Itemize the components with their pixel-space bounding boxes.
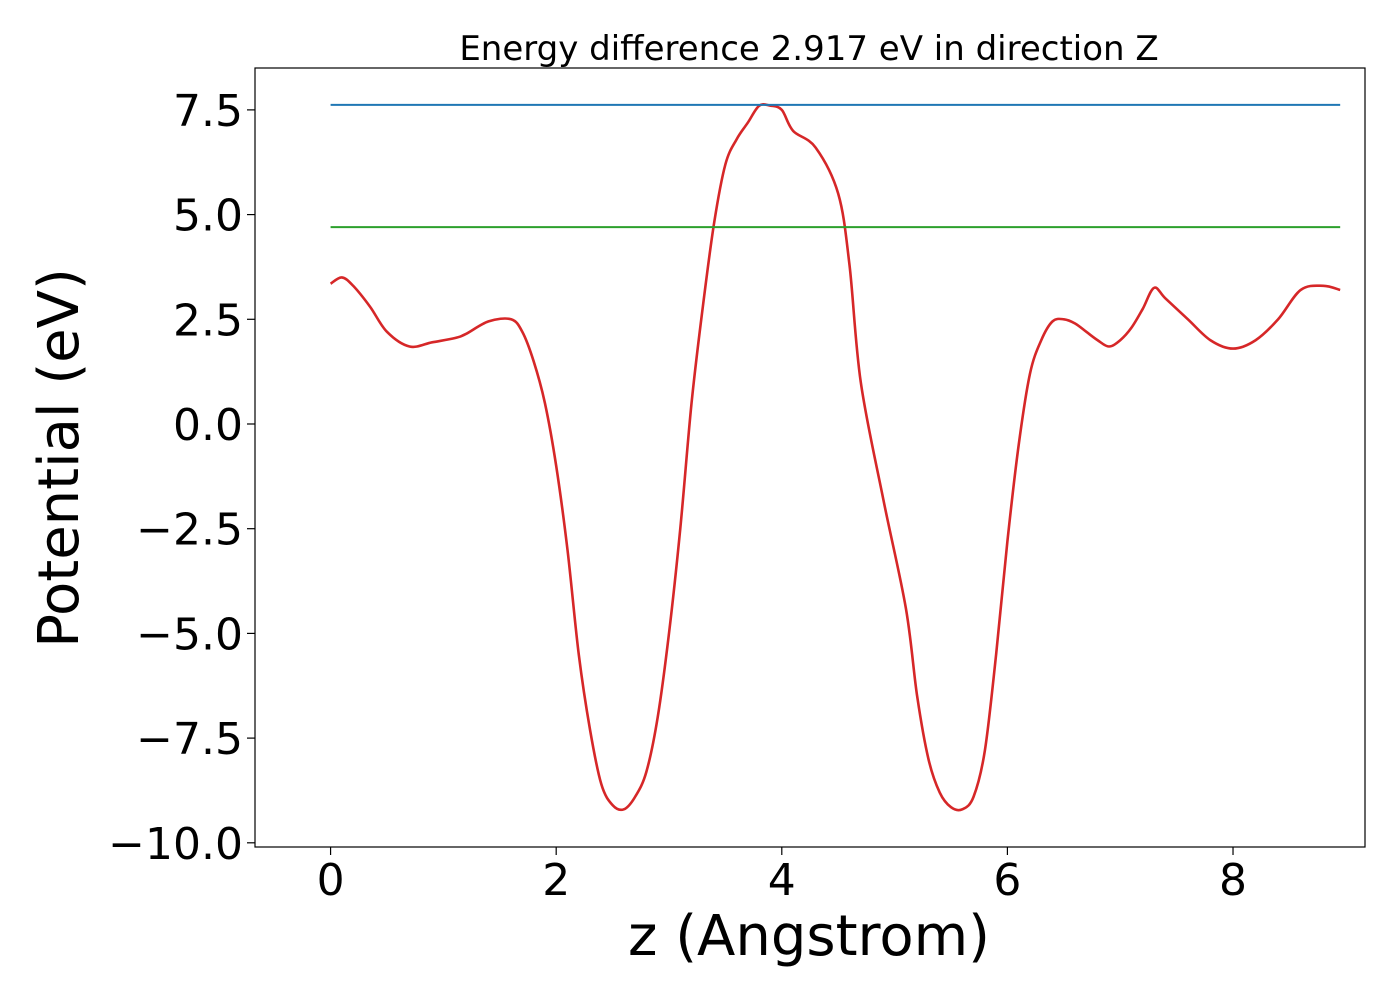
x-tick-label: 4: [768, 855, 796, 906]
y-tick-label: −10.0: [108, 819, 243, 870]
plot-frame: [254, 67, 1366, 848]
x-tick-label: 6: [993, 855, 1021, 906]
potential-line: [329, 102, 1341, 812]
plot-lines: [329, 102, 1341, 812]
y-tick-label: 5.0: [173, 191, 243, 242]
y-tick-label: −7.5: [136, 714, 243, 765]
x-tick-label: 8: [1219, 855, 1247, 906]
x-axis-label: z (Angstrom): [628, 904, 990, 969]
y-tick-label: 7.5: [173, 86, 243, 137]
y-tick-label: −2.5: [136, 505, 243, 556]
x-tick-label: 0: [317, 855, 345, 906]
y-axis: −10.0 −7.5 −5.0 −2.5 0.0 2.5 5.0 7.5: [108, 86, 255, 870]
x-tick-label: 2: [542, 855, 570, 906]
x-axis: 0 2 4 6 8: [317, 847, 1247, 906]
y-axis-label: Potential (eV): [27, 268, 92, 648]
y-tick-label: 2.5: [173, 295, 243, 346]
y-tick-label: 0.0: [173, 400, 243, 451]
chart-title: Energy difference 2.917 eV in direction …: [459, 29, 1158, 69]
y-tick-label: −5.0: [136, 609, 243, 660]
